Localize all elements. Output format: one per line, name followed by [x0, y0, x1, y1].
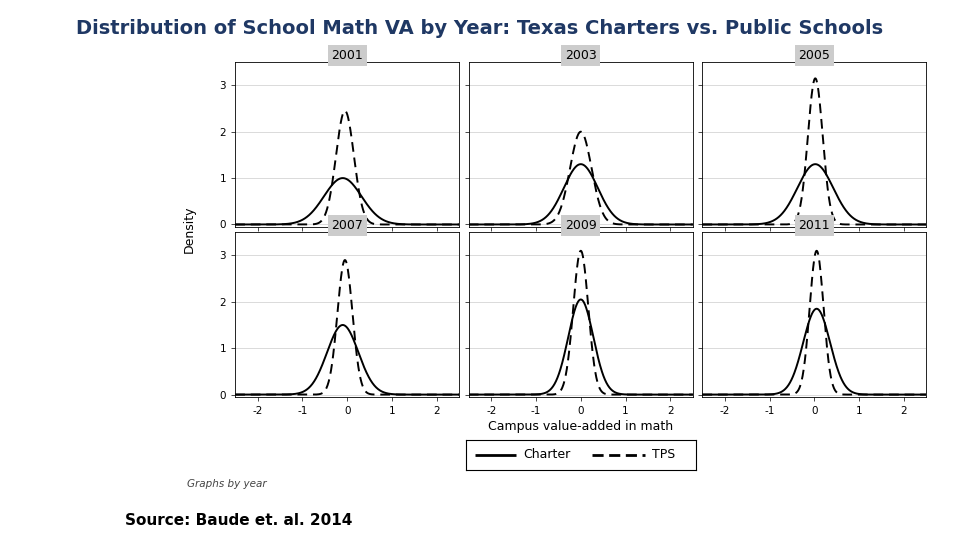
Text: Charter: Charter — [523, 448, 570, 461]
Text: Density: Density — [182, 206, 196, 253]
Text: TPS: TPS — [652, 448, 676, 461]
Title: 2005: 2005 — [799, 49, 830, 62]
Text: Source: Baude et. al. 2014: Source: Baude et. al. 2014 — [125, 513, 352, 528]
Title: 2007: 2007 — [331, 219, 363, 232]
Title: 2011: 2011 — [799, 219, 830, 232]
Text: Graphs by year: Graphs by year — [187, 478, 267, 489]
Title: 2003: 2003 — [564, 49, 597, 62]
Title: 2009: 2009 — [564, 219, 597, 232]
Text: Distribution of School Math VA by Year: Texas Charters vs. Public Schools: Distribution of School Math VA by Year: … — [77, 19, 883, 38]
Title: 2001: 2001 — [331, 49, 363, 62]
Text: Campus value-added in math: Campus value-added in math — [489, 420, 673, 433]
